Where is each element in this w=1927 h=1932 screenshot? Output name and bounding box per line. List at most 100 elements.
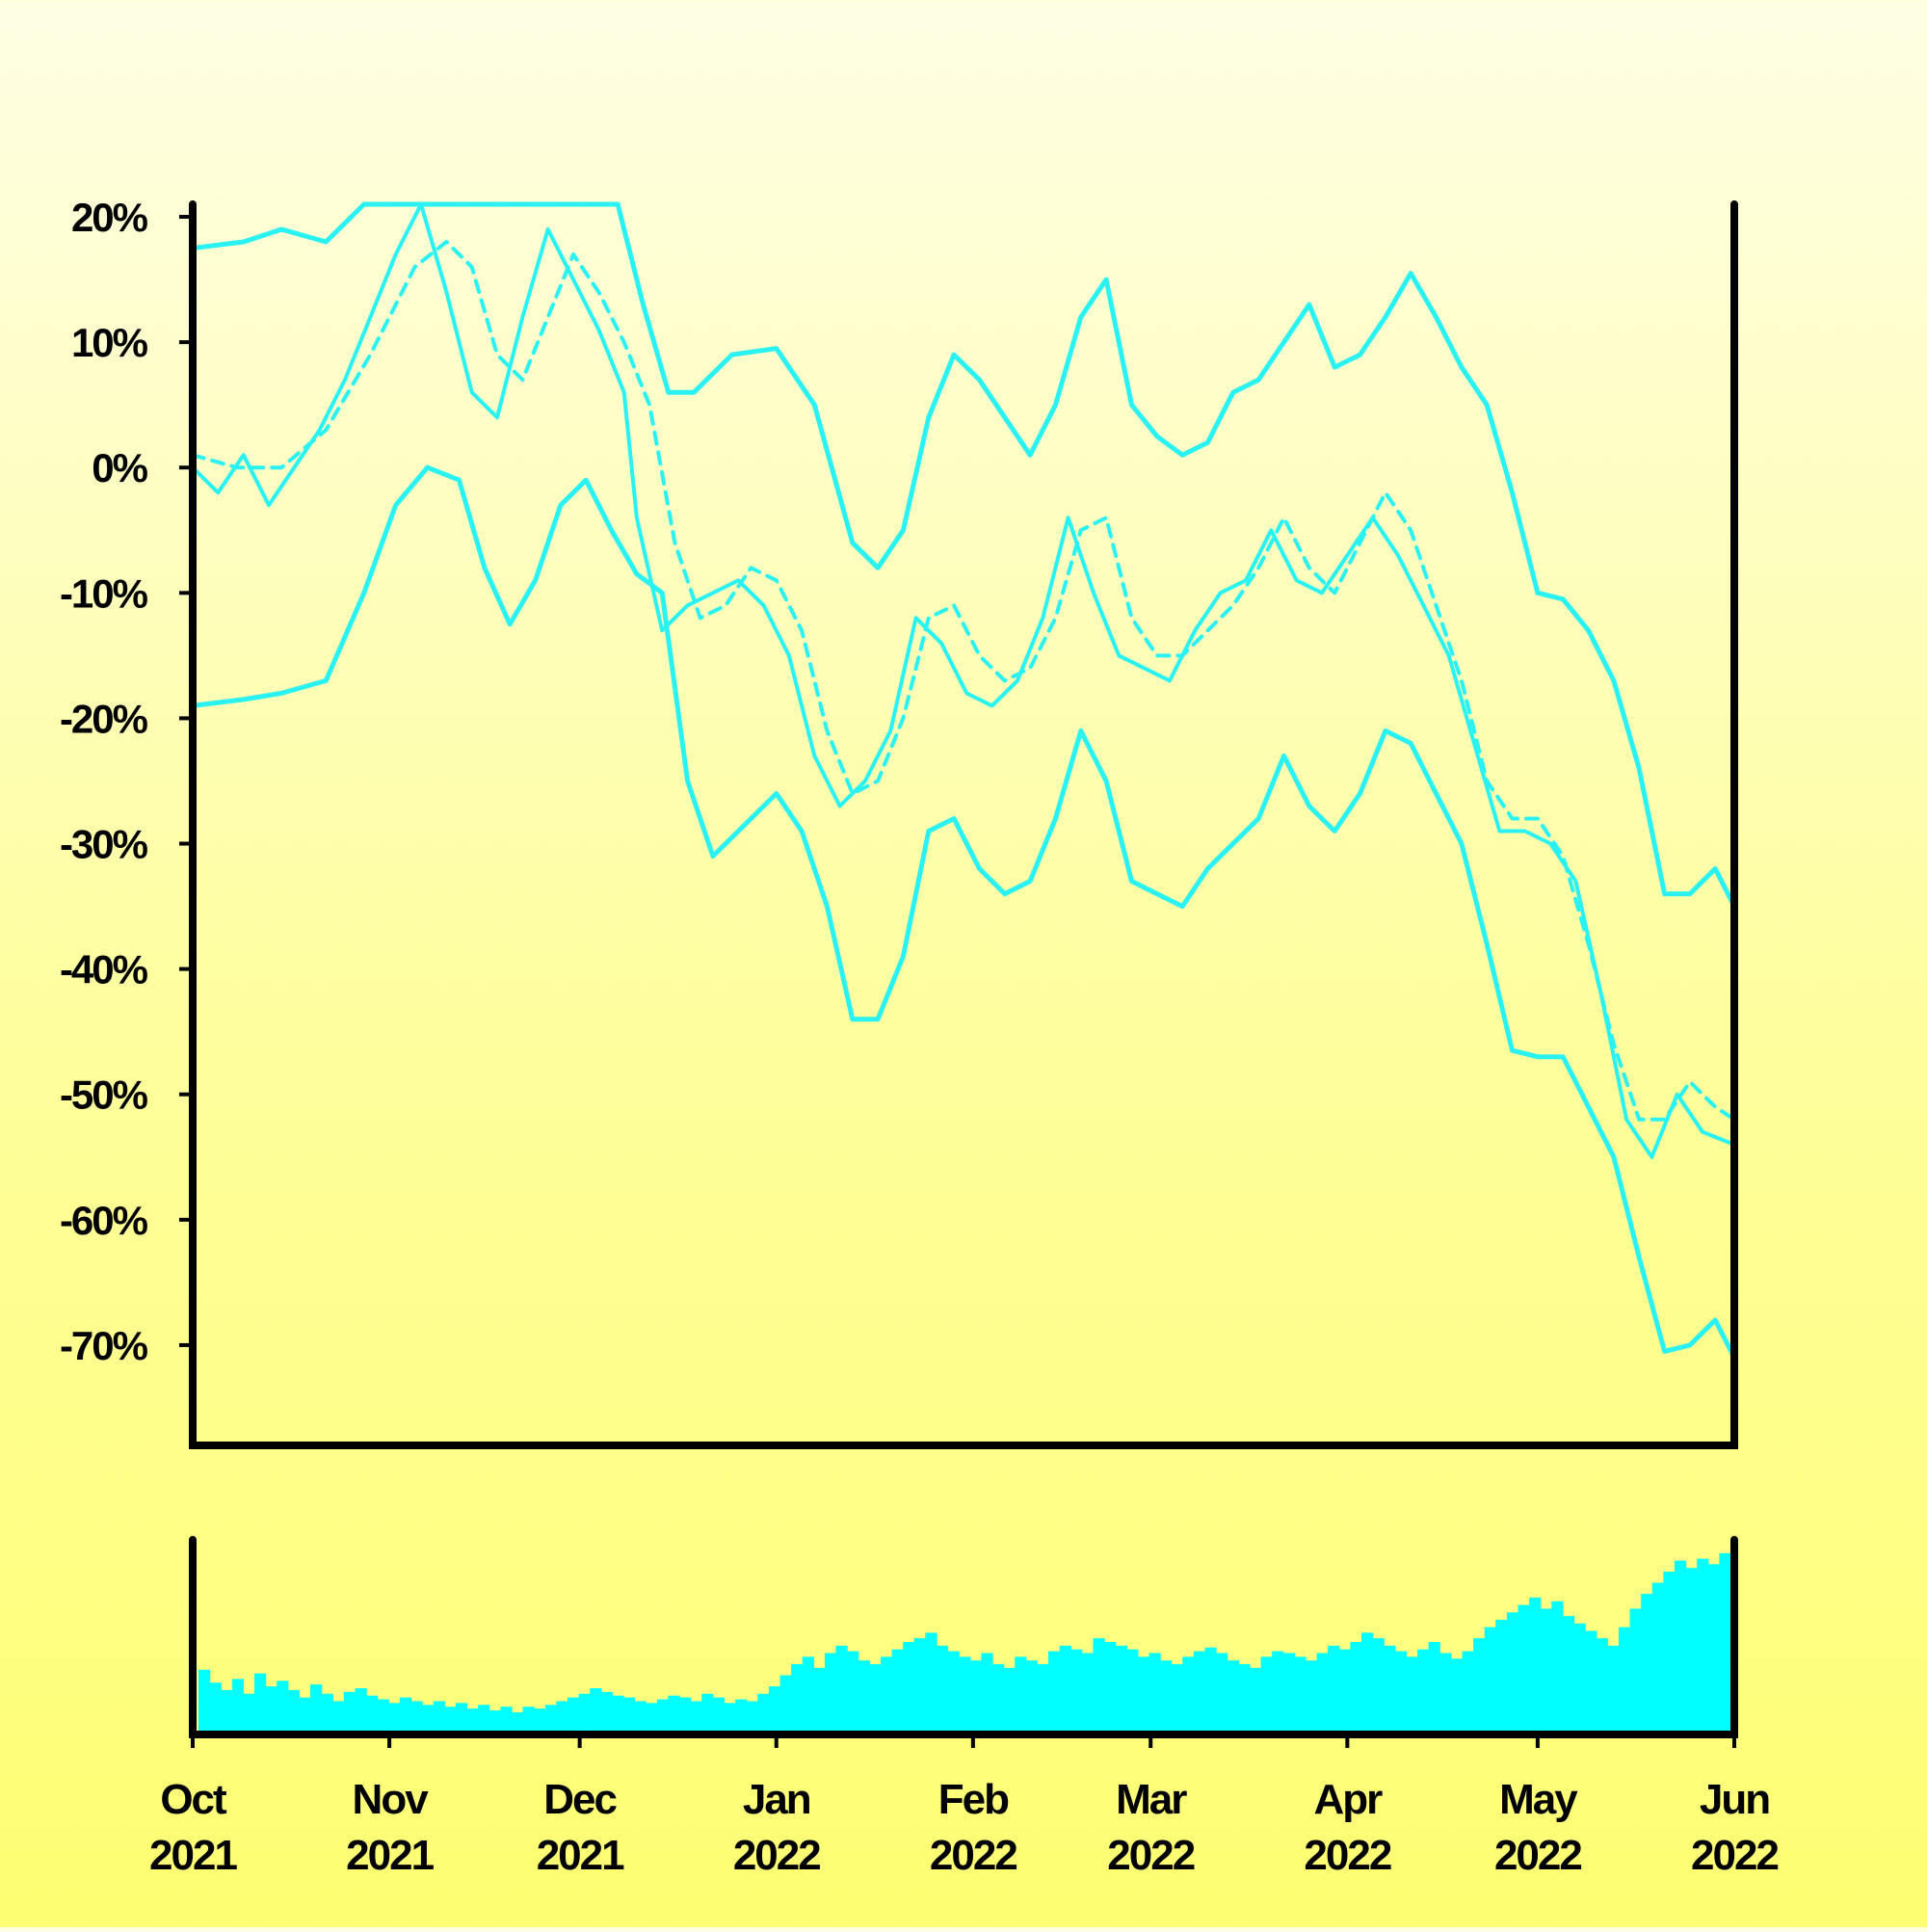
volume-bar bbox=[500, 1707, 513, 1734]
volume-bar bbox=[1015, 1656, 1027, 1734]
x-tick-label-month: Dec bbox=[543, 1776, 617, 1823]
x-tick-label-month: Nov bbox=[353, 1776, 430, 1823]
volume-plot-frame bbox=[189, 1536, 1738, 1738]
volume-bar bbox=[1216, 1653, 1228, 1734]
volume-bar bbox=[1651, 1582, 1664, 1734]
volume-bar bbox=[1104, 1642, 1117, 1734]
volume-bar bbox=[1719, 1552, 1731, 1734]
volume-bar bbox=[1697, 1558, 1709, 1734]
volume-bar bbox=[254, 1673, 267, 1734]
x-tick-label-year: 2022 bbox=[733, 1832, 820, 1879]
x-tick-label-month: May bbox=[1499, 1776, 1578, 1823]
volume-bar bbox=[869, 1664, 882, 1734]
volume-bar bbox=[1338, 1649, 1352, 1734]
volume-bar bbox=[690, 1701, 702, 1734]
volume-bar bbox=[802, 1656, 814, 1734]
y-tick-label: 20% bbox=[71, 195, 148, 240]
x-tick-label-month: Jan bbox=[743, 1776, 810, 1823]
y-tick-label: -50% bbox=[60, 1072, 148, 1118]
volume-bar bbox=[1316, 1653, 1329, 1734]
series-line-return bbox=[191, 202, 1736, 1159]
volume-bar bbox=[1238, 1664, 1251, 1734]
y-tick-label: 10% bbox=[71, 320, 148, 365]
volume-bar bbox=[791, 1664, 804, 1734]
volume-bar bbox=[1282, 1653, 1295, 1734]
y-tick-label: 0% bbox=[92, 445, 147, 490]
volume-bar bbox=[1350, 1642, 1362, 1734]
x-ticks: Oct 2021 Nov 2021 Dec 2021 Jan 2022 Feb 2022 Mar 20… bbox=[149, 1734, 1780, 1879]
volume-bar bbox=[1328, 1645, 1340, 1734]
y-tick-label: -60% bbox=[60, 1198, 148, 1243]
volume-bar bbox=[1070, 1649, 1083, 1734]
volume-bar bbox=[1506, 1612, 1519, 1734]
x-tick-label-month: Oct bbox=[160, 1776, 227, 1823]
volume-bar bbox=[712, 1697, 726, 1734]
volume-bar bbox=[444, 1707, 457, 1734]
volume-bar bbox=[1707, 1564, 1720, 1734]
volume-bar bbox=[1473, 1638, 1486, 1734]
volume-bar bbox=[1160, 1660, 1173, 1734]
volume-bar bbox=[1361, 1632, 1374, 1734]
volume-bar bbox=[1048, 1651, 1061, 1734]
volume-bar bbox=[1037, 1664, 1049, 1734]
x-tick-label-month: Apr bbox=[1313, 1776, 1383, 1823]
volume-bar bbox=[1495, 1619, 1508, 1734]
volume-bar bbox=[332, 1701, 345, 1734]
volume-bar bbox=[1618, 1627, 1631, 1734]
volume-bar bbox=[1551, 1601, 1564, 1734]
volume-bar bbox=[1171, 1664, 1183, 1734]
volume-bar bbox=[567, 1697, 580, 1734]
series-line-upper-band bbox=[190, 201, 1737, 910]
volume-bar bbox=[355, 1688, 367, 1734]
x-tick-label-year: 2022 bbox=[1107, 1832, 1194, 1879]
volume-bar bbox=[1272, 1651, 1284, 1734]
volume-bar bbox=[891, 1649, 904, 1734]
volume-bar bbox=[947, 1651, 960, 1734]
volume-bar bbox=[746, 1701, 758, 1734]
volume-bar bbox=[1093, 1638, 1105, 1734]
volume-bar bbox=[969, 1660, 983, 1734]
y-tick-label: -10% bbox=[60, 570, 148, 616]
volume-bar bbox=[1384, 1645, 1396, 1734]
volume-bar bbox=[455, 1703, 468, 1734]
volume-bar bbox=[1193, 1651, 1206, 1734]
main-plot-frame bbox=[189, 200, 1738, 1449]
volume-bar bbox=[1372, 1638, 1385, 1734]
volume-bar bbox=[679, 1697, 692, 1734]
volume-bar bbox=[343, 1691, 356, 1734]
axes bbox=[189, 200, 1738, 1738]
volume-bar bbox=[779, 1675, 792, 1734]
volume-bar bbox=[231, 1679, 245, 1734]
volume-bar bbox=[399, 1697, 412, 1734]
y-tick-label: -40% bbox=[60, 947, 148, 992]
x-tick-label-year: 2021 bbox=[149, 1832, 237, 1879]
volume-bar bbox=[1607, 1645, 1620, 1734]
volume-bar bbox=[265, 1686, 277, 1734]
volume-bar bbox=[1081, 1653, 1095, 1734]
volume-bar bbox=[277, 1681, 289, 1734]
volume-bar bbox=[1439, 1653, 1452, 1734]
volume-bar bbox=[1249, 1667, 1262, 1734]
volume-bar bbox=[981, 1653, 993, 1734]
volume-bar bbox=[1450, 1658, 1464, 1734]
volume-bar bbox=[1585, 1630, 1597, 1734]
y-tick-label: -20% bbox=[60, 696, 148, 741]
volume-bar bbox=[1562, 1616, 1575, 1734]
volume-bar bbox=[466, 1708, 479, 1734]
volume-bar bbox=[903, 1642, 915, 1734]
volume-bar bbox=[656, 1699, 670, 1734]
volume-bar bbox=[1596, 1638, 1608, 1734]
volume-bar bbox=[959, 1656, 971, 1734]
volume-bar bbox=[1115, 1645, 1127, 1734]
volume-bar bbox=[1417, 1649, 1430, 1734]
volume-bar bbox=[1428, 1642, 1440, 1734]
volume-bar bbox=[478, 1705, 490, 1734]
volume-bar bbox=[668, 1695, 680, 1734]
volume-bar bbox=[612, 1695, 624, 1734]
volume-bar bbox=[1484, 1627, 1496, 1734]
x-tick-label-month: Jun bbox=[1700, 1776, 1769, 1823]
volume-bar bbox=[1227, 1660, 1239, 1734]
volume-bar bbox=[913, 1638, 926, 1734]
volume-bar bbox=[1126, 1649, 1139, 1734]
volume-bar bbox=[1685, 1568, 1698, 1734]
